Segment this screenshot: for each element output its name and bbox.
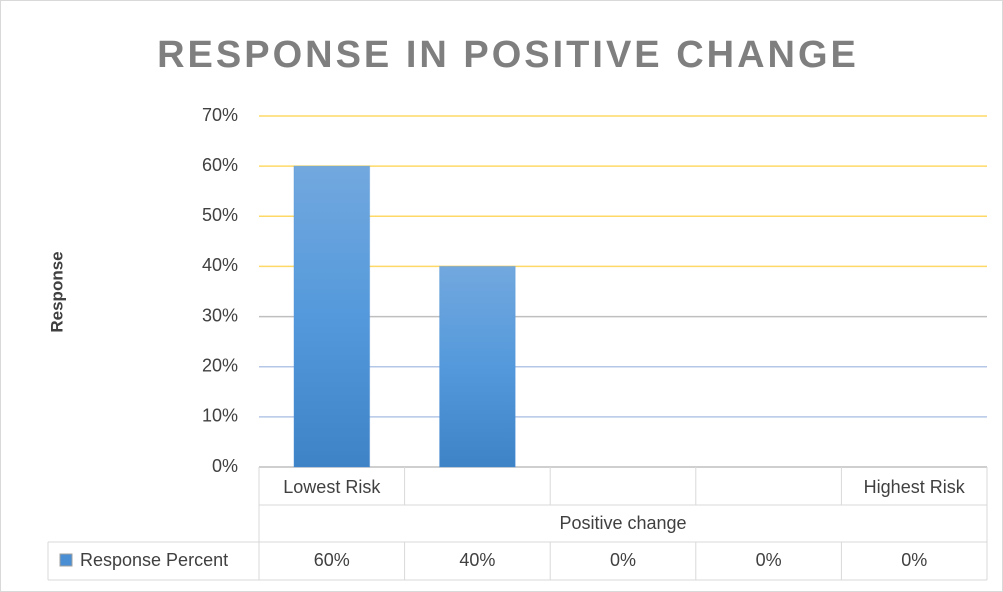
y-tick-label: 10%	[202, 406, 238, 426]
y-tick-label: 0%	[212, 456, 238, 476]
x-axis-title: Positive change	[559, 513, 686, 533]
y-tick-label: 60%	[202, 155, 238, 175]
y-tick-label: 50%	[202, 205, 238, 225]
table-value: 60%	[314, 550, 350, 570]
legend-label: Response Percent	[80, 550, 228, 570]
table-value: 0%	[756, 550, 782, 570]
table-value: 40%	[459, 550, 495, 570]
y-tick-label: 30%	[202, 305, 238, 325]
y-axis-title: Response	[47, 251, 66, 332]
bar	[439, 265, 516, 468]
x-tick-label: Lowest Risk	[283, 477, 381, 497]
chart-title: RESPONSE IN POSITIVE CHANGE	[157, 34, 859, 76]
y-tick-label: 40%	[202, 255, 238, 275]
legend-swatch	[59, 553, 73, 567]
y-tick-label: 70%	[202, 105, 238, 125]
table-value: 0%	[610, 550, 636, 570]
bar	[293, 165, 371, 468]
table-value: 0%	[901, 550, 927, 570]
y-tick-label: 20%	[202, 355, 238, 375]
x-tick-label: Highest Risk	[864, 477, 966, 497]
